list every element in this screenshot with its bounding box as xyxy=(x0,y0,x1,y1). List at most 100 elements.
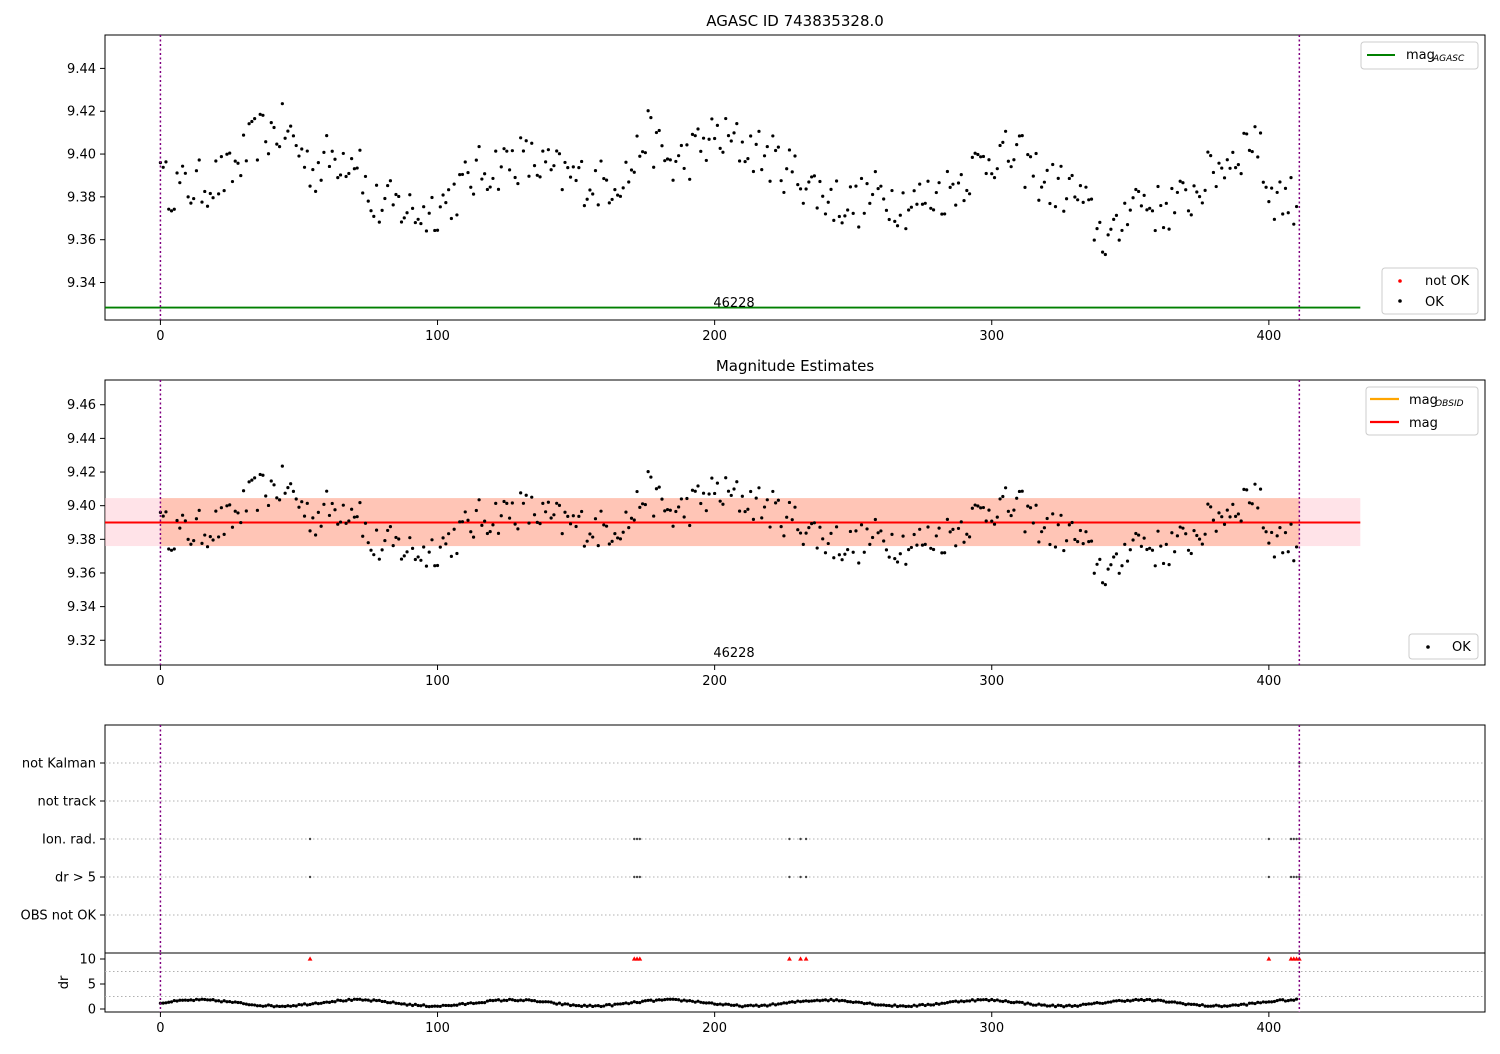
data-point xyxy=(480,1000,484,1005)
data-point xyxy=(1053,205,1058,209)
data-point xyxy=(1253,482,1257,486)
data-point xyxy=(435,228,440,232)
data-point xyxy=(555,501,559,505)
data-point xyxy=(940,212,944,216)
data-point xyxy=(629,168,634,172)
data-point xyxy=(410,206,415,210)
data-point xyxy=(1225,158,1229,162)
data-point xyxy=(1247,501,1252,505)
data-point xyxy=(726,134,731,138)
data-point xyxy=(765,144,769,149)
data-point xyxy=(1062,548,1066,553)
data-point xyxy=(915,543,919,547)
data-point xyxy=(480,523,484,527)
data-point xyxy=(724,1002,728,1006)
data-point xyxy=(1137,998,1141,1002)
data-point xyxy=(1109,227,1113,231)
data-point xyxy=(1256,155,1260,159)
data-point xyxy=(776,498,780,502)
data-point xyxy=(233,509,237,513)
data-point xyxy=(907,548,911,552)
data-point xyxy=(197,508,201,512)
data-point xyxy=(164,510,168,514)
data-point xyxy=(726,489,731,493)
data-point xyxy=(751,517,756,521)
data-point xyxy=(704,1001,708,1005)
data-point xyxy=(205,545,210,549)
data-point xyxy=(762,505,767,509)
data-point xyxy=(1120,564,1124,568)
data-point xyxy=(1192,184,1196,188)
data-point xyxy=(1042,180,1046,184)
data-point xyxy=(940,551,944,555)
y-tick-label: 9.36 xyxy=(67,566,96,581)
data-point xyxy=(884,548,889,552)
data-point xyxy=(743,509,747,514)
data-point xyxy=(291,489,296,493)
data-point xyxy=(699,1000,703,1004)
data-point xyxy=(826,999,830,1003)
data-point xyxy=(1178,179,1182,183)
data-point xyxy=(1170,1000,1174,1004)
data-point xyxy=(907,208,911,212)
data-point xyxy=(912,532,916,537)
data-point xyxy=(1184,1003,1188,1007)
data-point xyxy=(272,125,276,130)
data-point xyxy=(1123,201,1127,205)
data-point xyxy=(230,1000,235,1005)
data-point xyxy=(510,501,514,505)
data-point xyxy=(391,544,395,548)
data-point xyxy=(934,534,938,538)
data-point xyxy=(851,550,855,554)
data-point xyxy=(557,503,562,507)
data-point xyxy=(372,553,376,557)
data-point xyxy=(890,188,894,193)
data-point xyxy=(801,542,805,546)
data-point xyxy=(746,157,750,161)
data-point xyxy=(826,541,830,546)
data-point xyxy=(214,999,218,1003)
data-point xyxy=(291,134,296,138)
data-point xyxy=(765,1004,769,1008)
data-point xyxy=(233,1000,237,1004)
data-point xyxy=(1175,534,1180,538)
data-point xyxy=(1270,530,1274,535)
data-point xyxy=(452,182,456,186)
data-point xyxy=(1236,1003,1240,1007)
data-point xyxy=(555,1002,559,1006)
data-point xyxy=(762,154,767,158)
data-point xyxy=(632,170,636,174)
data-point xyxy=(244,159,248,163)
data-point xyxy=(995,998,999,1002)
data-point xyxy=(616,536,620,540)
data-point xyxy=(638,1000,642,1005)
data-point xyxy=(1131,196,1135,200)
data-point xyxy=(743,1004,747,1008)
data-point xyxy=(1250,1001,1254,1005)
data-point xyxy=(1070,173,1074,178)
data-point xyxy=(1112,999,1116,1003)
data-point xyxy=(366,199,370,203)
flag-point xyxy=(633,875,636,879)
data-point xyxy=(643,999,647,1003)
data-point xyxy=(369,999,373,1003)
data-point xyxy=(344,521,348,525)
data-point xyxy=(898,1004,902,1008)
data-point xyxy=(832,218,836,222)
data-point xyxy=(713,1002,717,1006)
legend-label: mag xyxy=(1409,393,1438,408)
data-point xyxy=(527,998,531,1002)
data-point xyxy=(286,129,290,133)
data-point xyxy=(302,1002,307,1006)
data-point xyxy=(1120,228,1124,233)
data-point xyxy=(294,497,298,501)
data-point xyxy=(668,997,672,1001)
data-point xyxy=(494,501,498,505)
data-point xyxy=(568,522,573,526)
data-point xyxy=(189,542,193,546)
data-point xyxy=(1272,555,1276,559)
data-point xyxy=(798,1000,803,1004)
data-point xyxy=(200,541,204,546)
data-point xyxy=(253,117,257,121)
